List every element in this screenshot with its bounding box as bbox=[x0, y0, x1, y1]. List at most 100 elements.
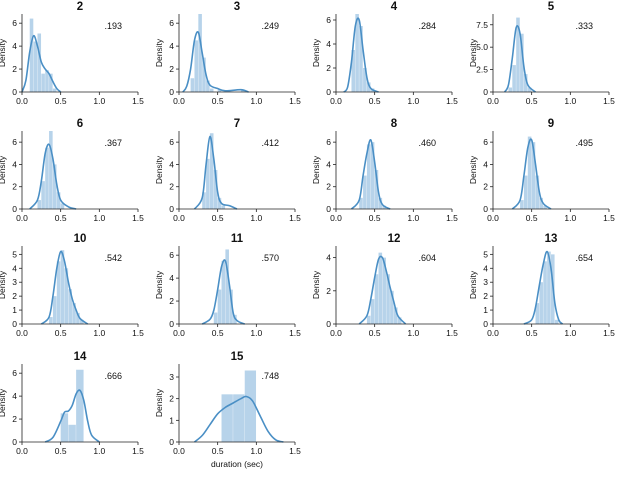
histogram-bar bbox=[49, 131, 53, 209]
x-tick-label: 0.5 bbox=[369, 213, 381, 223]
histogram-bar bbox=[52, 164, 57, 209]
y-axis-label: Density bbox=[0, 38, 7, 67]
x-tick-label: 0.5 bbox=[55, 328, 67, 338]
x-tick-label: 1.5 bbox=[446, 213, 458, 223]
x-tick-label: 1.0 bbox=[407, 213, 419, 223]
panel-annotation: .542 bbox=[104, 253, 122, 263]
x-tick-label: 1.5 bbox=[289, 213, 301, 223]
y-tick-label: 0 bbox=[483, 87, 488, 97]
x-tick-label: 0.0 bbox=[173, 213, 185, 223]
panel-annotation: .654 bbox=[575, 253, 593, 263]
histogram-bar bbox=[355, 14, 359, 92]
y-tick-label: 4 bbox=[483, 159, 488, 169]
histogram-bar bbox=[378, 252, 383, 324]
histogram-bar bbox=[60, 203, 65, 209]
panel-title: 6 bbox=[77, 118, 83, 130]
panel-title: 11 bbox=[231, 233, 244, 245]
panel-title: 4 bbox=[391, 1, 398, 13]
y-tick-label: 3 bbox=[169, 372, 174, 382]
histogram-bar bbox=[190, 78, 195, 92]
x-axis-label: duration (sec) bbox=[211, 459, 263, 469]
histogram-bar bbox=[41, 181, 45, 209]
x-tick-label: 1.5 bbox=[132, 213, 144, 223]
y-tick-label: 2 bbox=[12, 182, 17, 192]
y-tick-label: 4 bbox=[483, 263, 488, 273]
histogram-bar bbox=[382, 205, 386, 209]
y-tick-label: 4 bbox=[169, 159, 174, 169]
histogram-bar bbox=[221, 260, 226, 324]
histogram-bar bbox=[37, 33, 42, 92]
panel-annotation: .412 bbox=[261, 138, 279, 148]
y-tick-label: 2 bbox=[169, 182, 174, 192]
y-axis-label: Density bbox=[0, 388, 7, 417]
histogram-bar bbox=[221, 394, 233, 442]
histogram-bar bbox=[508, 87, 513, 92]
histogram-bar bbox=[394, 307, 398, 324]
y-axis-label: Density bbox=[468, 270, 478, 299]
histogram-bar bbox=[520, 33, 524, 92]
x-tick-label: 0.5 bbox=[526, 96, 538, 106]
x-tick-label: 1.0 bbox=[564, 328, 576, 338]
histogram-bar bbox=[547, 251, 551, 324]
y-tick-label: 6 bbox=[12, 18, 17, 28]
histogram-bar bbox=[80, 319, 84, 324]
kde-curve bbox=[358, 255, 407, 325]
x-tick-label: 0.5 bbox=[526, 213, 538, 223]
panel-annotation: .333 bbox=[575, 21, 593, 31]
y-axis-label: Density bbox=[468, 38, 478, 67]
y-tick-label: 2 bbox=[483, 291, 488, 301]
y-tick-label: 4 bbox=[169, 41, 174, 51]
x-tick-label: 1.0 bbox=[407, 328, 419, 338]
y-tick-label: 0 bbox=[483, 204, 488, 214]
panel-annotation: .249 bbox=[261, 21, 279, 31]
x-tick-label: 0.0 bbox=[16, 446, 28, 456]
x-tick-label: 1.0 bbox=[93, 213, 105, 223]
x-tick-label: 0.0 bbox=[16, 328, 28, 338]
x-tick-label: 1.5 bbox=[289, 328, 301, 338]
y-tick-label: 6 bbox=[326, 137, 331, 147]
x-tick-label: 1.0 bbox=[250, 446, 262, 456]
x-tick-label: 1.0 bbox=[93, 96, 105, 106]
panel-annotation: .748 bbox=[261, 371, 279, 381]
histogram-bar bbox=[202, 57, 206, 92]
histogram-bar bbox=[539, 197, 543, 209]
x-tick-label: 0.0 bbox=[330, 328, 342, 338]
y-axis-label: Density bbox=[154, 270, 164, 299]
x-tick-label: 1.0 bbox=[93, 328, 105, 338]
x-tick-label: 1.0 bbox=[564, 213, 576, 223]
histogram-bar bbox=[370, 299, 375, 324]
x-tick-label: 1.5 bbox=[289, 96, 301, 106]
histogram-bar bbox=[60, 250, 65, 324]
y-tick-label: 0 bbox=[12, 437, 17, 447]
y-tick-label: 6 bbox=[483, 137, 488, 147]
kde-curve bbox=[193, 395, 284, 443]
y-axis-label: Density bbox=[311, 270, 321, 299]
panel-title: 8 bbox=[391, 118, 398, 130]
y-tick-label: 1 bbox=[12, 305, 17, 315]
y-tick-label: 2 bbox=[12, 64, 17, 74]
histogram-bar bbox=[68, 289, 72, 324]
x-tick-label: 0.5 bbox=[55, 446, 67, 456]
y-axis-label: Density bbox=[154, 38, 164, 67]
histogram-bar bbox=[370, 142, 375, 209]
x-tick-label: 1.0 bbox=[564, 96, 576, 106]
histogram-bar bbox=[225, 249, 229, 324]
panel-annotation: .570 bbox=[261, 253, 279, 263]
histogram-bar bbox=[520, 200, 524, 209]
histogram-bar bbox=[535, 175, 540, 209]
histogram-bar bbox=[386, 274, 390, 324]
y-tick-label: 5 bbox=[12, 249, 17, 259]
panel-title: 14 bbox=[74, 351, 87, 363]
histogram-bar bbox=[523, 175, 528, 209]
kde-curve bbox=[21, 34, 62, 93]
y-axis-label: Density bbox=[0, 155, 7, 184]
histogram-bar bbox=[198, 14, 202, 92]
histogram-bar bbox=[52, 296, 57, 324]
y-tick-label: 1 bbox=[483, 305, 488, 315]
y-tick-label: 6 bbox=[169, 250, 174, 260]
histogram-bar bbox=[213, 170, 218, 209]
histogram-bar bbox=[554, 319, 559, 324]
x-tick-label: 0.0 bbox=[487, 96, 499, 106]
panel-title: 12 bbox=[388, 233, 401, 245]
kde-curve bbox=[44, 389, 100, 443]
